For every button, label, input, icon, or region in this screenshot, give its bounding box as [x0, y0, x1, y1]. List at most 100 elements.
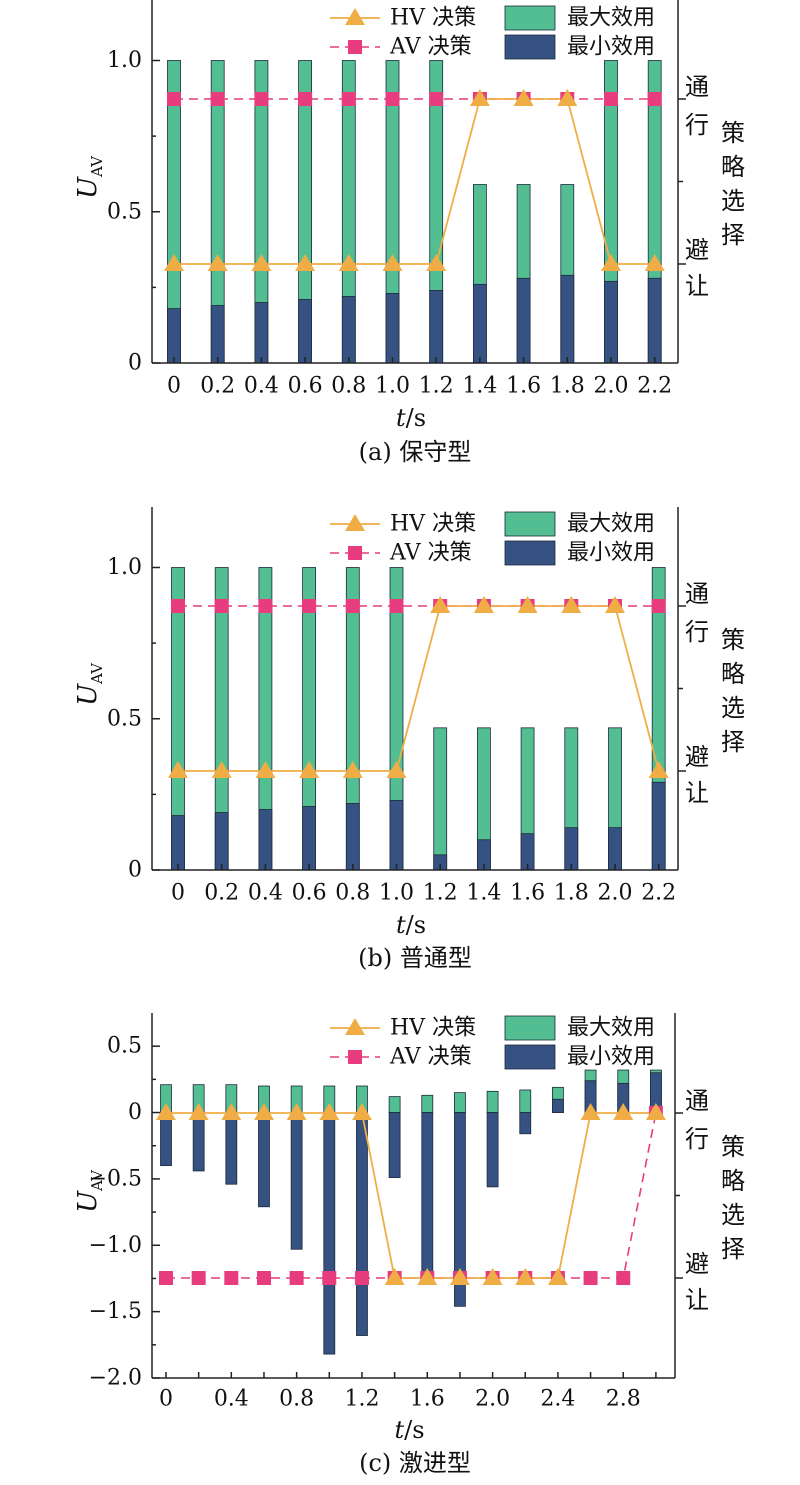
hv-decision-marker — [253, 1103, 274, 1120]
av-decision-marker — [224, 1271, 239, 1285]
right-axis-title-char: 略 — [721, 153, 745, 181]
right-axis-title-char: 策 — [721, 119, 745, 147]
legend-hv-marker — [345, 8, 365, 25]
x-tick-label: 0.4 — [214, 1387, 249, 1412]
hv-decision-marker — [613, 1103, 634, 1120]
hv-decision-marker — [207, 254, 228, 271]
hv-decision-marker — [211, 761, 232, 778]
min-utility-bar — [341, 296, 356, 364]
max-utility-bar — [421, 1094, 434, 1113]
legend-hv-label: HV 决策 — [390, 1016, 476, 1041]
min-utility-bar — [258, 1112, 270, 1208]
right-axis-title-char: 选 — [721, 187, 745, 215]
hv-decision-marker — [295, 254, 316, 271]
hv-decision-marker — [351, 1103, 372, 1120]
min-utility-bar — [519, 1112, 532, 1135]
x-tick-label: 2.8 — [606, 1387, 641, 1412]
right-axis-title-char: 策 — [721, 626, 745, 654]
av-decision-marker — [302, 599, 317, 613]
max-utility-bar — [433, 727, 448, 871]
y-tick-label: 0 — [128, 858, 142, 883]
min-utility-bar — [356, 1112, 368, 1336]
x-tick-label: 0.8 — [335, 881, 370, 906]
min-utility-bar — [214, 812, 229, 871]
legend-min-swatch — [504, 1044, 556, 1070]
hv-decision-marker — [342, 761, 363, 778]
right-axis-title-char: 略 — [721, 660, 745, 688]
x-tick-label: 2.4 — [540, 1387, 575, 1412]
pass-label-2: 行 — [685, 1125, 709, 1153]
x-tick-label: 0.4 — [248, 881, 283, 906]
legend-max-label: 最大效用 — [567, 6, 655, 31]
legend-hv-label: HV 决策 — [390, 6, 476, 31]
right-axis-title-char: 策 — [721, 1133, 745, 1161]
y-tick-label: 0.5 — [107, 199, 142, 224]
chart-panel-a: 0 0.5 1.0 0 0.2 0.4 0.6 0.8 1.0 1.2 1.4 1.6 1.8 2.0 2.… — [73, 0, 745, 466]
hv-decision-marker — [561, 596, 582, 613]
x-tick-label: 1.4 — [462, 374, 497, 399]
y-tick-label: −1.0 — [89, 1233, 142, 1258]
min-utility-bar — [564, 827, 579, 871]
hv-decision-marker — [557, 89, 578, 106]
yield-label-2: 让 — [685, 1286, 709, 1314]
max-utility-bar — [519, 1089, 532, 1113]
x-tick-label: 2.0 — [475, 1387, 510, 1412]
av-decision-marker — [159, 1271, 173, 1285]
pass-label-1: 通 — [685, 73, 709, 101]
hv-decision-marker — [547, 1268, 568, 1285]
yield-label-2: 让 — [685, 272, 709, 300]
right-axis-title-char: 选 — [721, 694, 745, 722]
pass-label-2: 行 — [685, 618, 709, 646]
av-decision-marker — [322, 1271, 337, 1285]
min-utility-bar — [604, 280, 618, 364]
hv-decision-marker — [382, 254, 403, 271]
av-decision-marker — [254, 92, 269, 106]
legend-max-swatch — [504, 511, 556, 537]
y-axis-title-sub: AV — [88, 155, 106, 178]
legend-min-label: 最小效用 — [567, 541, 655, 566]
hv-decision-marker — [221, 1103, 242, 1120]
legend-av-marker — [348, 546, 362, 560]
hv-decision-line — [178, 605, 660, 772]
x-tick-label: 1.2 — [419, 374, 454, 399]
legend-hv-label: HV 决策 — [390, 512, 476, 537]
legend-av-label: AV 决策 — [389, 35, 472, 60]
right-axis-title-char: 选 — [721, 1201, 745, 1229]
legend-min-swatch — [504, 540, 556, 566]
min-utility-bar — [167, 308, 181, 364]
x-axis-title-unit: /s — [406, 404, 426, 432]
yield-label-1: 避 — [685, 743, 709, 771]
min-utility-bar — [210, 305, 225, 364]
min-utility-bar — [516, 277, 531, 364]
y-tick-label: −1.5 — [89, 1299, 142, 1324]
max-utility-bar — [454, 1092, 466, 1113]
x-axis-title-unit: /s — [404, 1416, 424, 1444]
x-tick-label: 0.8 — [331, 374, 366, 399]
hv-decision-marker — [601, 254, 621, 271]
x-tick-label: 1.2 — [344, 1387, 379, 1412]
legend-min-swatch — [504, 34, 556, 60]
hv-decision-marker — [430, 596, 451, 613]
hv-decision-marker — [188, 1103, 209, 1120]
av-decision-marker — [256, 1271, 271, 1285]
x-axis-title-var: t — [396, 404, 406, 432]
x-axis-title-unit: /s — [406, 911, 426, 939]
hv-decision-marker — [286, 1103, 307, 1120]
y-axis-title: UAV — [73, 1169, 106, 1213]
av-decision-marker — [385, 92, 400, 106]
x-tick-label: 0 — [167, 374, 181, 399]
y-axis-title-main: U — [73, 1190, 103, 1213]
y-axis-title: UAV — [73, 155, 106, 199]
av-decision-marker — [354, 1271, 369, 1285]
hv-decision-marker — [513, 89, 534, 106]
min-utility-bar — [385, 293, 400, 364]
min-utility-bar — [429, 289, 444, 364]
x-tick-label: 2.2 — [641, 881, 676, 906]
min-utility-bar — [454, 1112, 466, 1307]
x-tick-label: 0 — [171, 881, 185, 906]
x-axis-title: t/s — [396, 404, 426, 432]
hv-decision-marker — [164, 254, 184, 271]
av-decision-marker — [341, 92, 356, 106]
x-tick-label: 0.6 — [288, 374, 323, 399]
